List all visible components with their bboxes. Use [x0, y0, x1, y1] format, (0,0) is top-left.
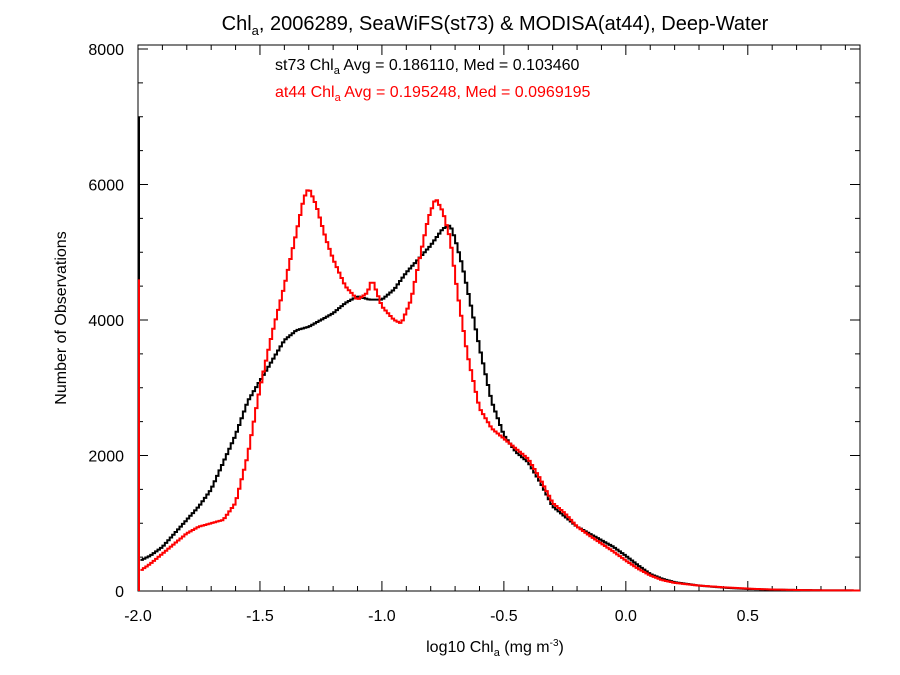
- x-tick-label: 0.0: [615, 608, 637, 625]
- x-tick-label: -2.0: [124, 608, 152, 625]
- x-tick-label: -1.0: [368, 608, 396, 625]
- x-tick-labels: -2.0 -1.5 -1.0 -0.5 0.0 0.5: [124, 608, 759, 625]
- annotation-at44: at44 Chla Avg = 0.195248, Med = 0.096919…: [275, 84, 591, 104]
- x-tick-label: -0.5: [490, 608, 518, 625]
- y-tick-label: 8000: [88, 42, 124, 59]
- x-tick-label: 0.5: [737, 608, 759, 625]
- x-tick-label: -1.5: [246, 608, 274, 625]
- y-tick-label: 4000: [88, 313, 124, 330]
- series-layer: [138, 116, 860, 592]
- series-line-at44: [140, 189, 860, 592]
- y-tick-labels: 0 2000 4000 6000 8000: [88, 42, 124, 601]
- x-axis-title: log10 Chla (mg m-3): [426, 638, 564, 659]
- y-tick-label: 2000: [88, 449, 124, 466]
- y-tick-label: 0: [115, 584, 124, 601]
- annotation-st73: st73 Chla Avg = 0.186110, Med = 0.103460: [275, 57, 580, 77]
- plot-frame: [137, 44, 861, 592]
- chart-title: Chla, 2006289, SeaWiFS(st73) & MODISA(at…: [222, 13, 769, 38]
- axis-ticks: [137, 45, 860, 592]
- y-tick-label: 6000: [88, 178, 124, 195]
- y-axis-title: Number of Observations: [53, 231, 70, 404]
- series-line-st73: [140, 224, 860, 592]
- spike-bar-at44: [138, 279, 140, 591]
